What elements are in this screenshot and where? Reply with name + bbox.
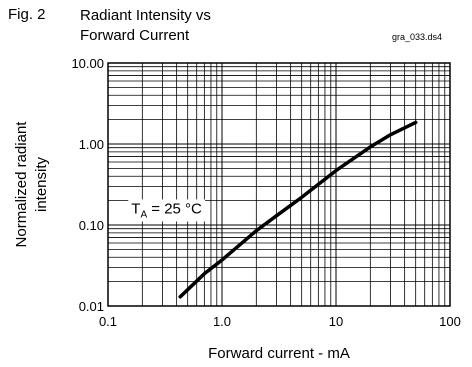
y-tick-label: 1.00 bbox=[79, 137, 104, 152]
plot-frame bbox=[107, 62, 451, 307]
grid bbox=[108, 63, 450, 306]
annotation-text: TA = 25 °C bbox=[131, 200, 202, 220]
annotation-main: T bbox=[131, 200, 140, 217]
x-tick-label: 1.0 bbox=[213, 314, 231, 329]
figure-title-line2: Forward Current bbox=[80, 27, 190, 44]
y-axis-title-line2: intensity bbox=[33, 156, 50, 212]
figure-title-line1: Radiant Intensity vs bbox=[80, 7, 211, 24]
figure-code: gra_033.ds4 bbox=[392, 32, 443, 42]
y-tick-label: 0.10 bbox=[79, 218, 104, 233]
annotation-rest: = 25 °C bbox=[147, 200, 202, 217]
y-axis-title-line1: Normalized radiant bbox=[13, 121, 30, 248]
y-axis-title: Normalized radiant intensity bbox=[13, 121, 50, 248]
figure-title: Radiant Intensity vs Forward Current bbox=[80, 6, 330, 46]
series-layer bbox=[178, 120, 418, 299]
x-tick-label: 10 bbox=[329, 314, 343, 329]
y-tick-label: 10.00 bbox=[71, 56, 104, 71]
x-tick-label: 100 bbox=[439, 314, 461, 329]
annotation-layer: TA = 25 °C bbox=[128, 199, 206, 222]
y-tick-label: 0.01 bbox=[79, 299, 104, 314]
tick-labels: 0.1 1.0 10 100 0.01 0.10 1.00 10.00 bbox=[71, 56, 460, 329]
x-axis-title: Forward current - mA bbox=[208, 345, 350, 362]
series-line-0 bbox=[178, 120, 418, 299]
figure-label: Fig. 2 bbox=[8, 6, 46, 23]
annotation-background bbox=[128, 199, 206, 222]
x-tick-label: 0.1 bbox=[99, 314, 117, 329]
annotation-subscript: A bbox=[140, 209, 147, 220]
